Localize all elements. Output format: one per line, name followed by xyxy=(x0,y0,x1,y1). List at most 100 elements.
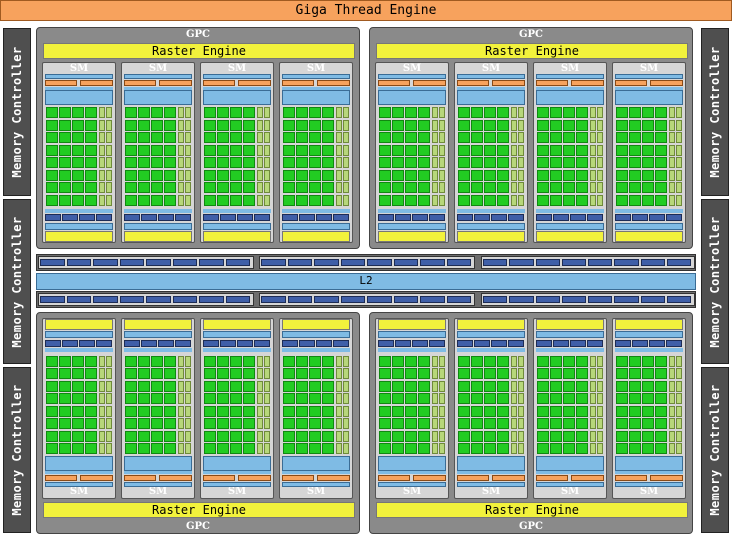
ld-st-unit xyxy=(185,368,191,379)
cuda-core xyxy=(379,430,391,442)
cuda-core xyxy=(497,107,509,118)
cuda-core xyxy=(458,194,470,206)
texture-unit xyxy=(254,340,270,347)
interconnect xyxy=(124,209,192,213)
cuda-core xyxy=(458,144,470,156)
cuda-core xyxy=(309,182,321,193)
sm-label: SM xyxy=(69,63,89,74)
cuda-core xyxy=(563,405,575,417)
ld-st-unit xyxy=(257,169,263,181)
texture-unit xyxy=(237,340,253,347)
cuda-core xyxy=(138,355,150,367)
cuda-core xyxy=(322,380,334,392)
ld-st-unit xyxy=(106,119,112,131)
cuda-core xyxy=(392,107,404,118)
texture-unit xyxy=(79,214,95,221)
cuda-core xyxy=(46,194,58,206)
sm-block: SM xyxy=(121,318,195,499)
cuda-core xyxy=(204,405,216,417)
cuda-core xyxy=(283,355,295,367)
ld-st-unit xyxy=(185,194,191,206)
cuda-core xyxy=(616,119,628,131)
texture-unit xyxy=(395,214,411,221)
ld-st-unit xyxy=(178,182,184,193)
cuda-core xyxy=(230,355,242,367)
cuda-core xyxy=(204,393,216,404)
memory-bus-chip xyxy=(66,259,91,266)
cuda-core xyxy=(85,405,97,417)
cuda-core xyxy=(72,107,84,118)
cuda-core xyxy=(392,418,404,429)
cuda-core xyxy=(217,182,229,193)
cuda-core xyxy=(46,368,58,379)
cuda-core xyxy=(550,418,562,429)
memory-controller-label: Memory Controller xyxy=(10,215,24,348)
cuda-core xyxy=(471,157,483,168)
texture-unit xyxy=(632,214,648,221)
cuda-core xyxy=(642,119,654,131)
cuda-core xyxy=(497,182,509,193)
cuda-core xyxy=(125,368,137,379)
cuda-core xyxy=(655,194,667,206)
ld-st-unit xyxy=(669,119,675,131)
cuda-core xyxy=(418,430,430,442)
cuda-core xyxy=(243,405,255,417)
cuda-core xyxy=(72,169,84,181)
cuda-core xyxy=(59,355,71,367)
cuda-core xyxy=(576,144,588,156)
cuda-core xyxy=(322,405,334,417)
cuda-core xyxy=(405,132,417,143)
cuda-core xyxy=(125,443,137,454)
cuda-core xyxy=(616,169,628,181)
ld-st-unit xyxy=(185,107,191,118)
memory-bus-chip xyxy=(640,259,665,266)
ld-st-unit xyxy=(336,157,342,168)
ld-st-unit xyxy=(178,355,184,367)
cuda-core xyxy=(243,119,255,131)
cuda-core xyxy=(497,169,509,181)
interconnect xyxy=(203,348,271,352)
ld-st-unit xyxy=(511,144,517,156)
cuda-core xyxy=(151,132,163,143)
cuda-core xyxy=(642,132,654,143)
memory-bus-chip xyxy=(119,296,144,303)
cuda-core xyxy=(217,430,229,442)
cuda-core xyxy=(629,380,641,392)
cuda-core xyxy=(243,418,255,429)
dispatch-unit xyxy=(378,471,446,474)
texture-unit xyxy=(649,340,665,347)
cuda-core xyxy=(484,144,496,156)
cuda-core xyxy=(563,119,575,131)
cuda-core xyxy=(418,107,430,118)
interconnect xyxy=(45,348,113,352)
cuda-core xyxy=(497,405,509,417)
cuda-core xyxy=(230,132,242,143)
cuda-core xyxy=(563,144,575,156)
texture-unit xyxy=(175,214,191,221)
texture-unit xyxy=(666,214,682,221)
cuda-core xyxy=(46,169,58,181)
cuda-core xyxy=(243,107,255,118)
cuda-core xyxy=(138,144,150,156)
ld-st-unit xyxy=(264,380,270,392)
cuda-core xyxy=(379,368,391,379)
texture-unit xyxy=(615,340,631,347)
texture-unit xyxy=(282,214,298,221)
register-file xyxy=(282,456,350,471)
cuda-core xyxy=(484,194,496,206)
cuda-core xyxy=(484,443,496,454)
ld-st-unit xyxy=(590,368,596,379)
sm-instruction-cache xyxy=(124,74,192,79)
shared-memory-l1 xyxy=(45,331,113,338)
interconnect xyxy=(124,348,192,352)
raster-engine: Raster Engine xyxy=(43,43,355,59)
ld-st-unit xyxy=(257,194,263,206)
cuda-core xyxy=(629,355,641,367)
ld-st-unit xyxy=(597,194,603,206)
cuda-core xyxy=(537,430,549,442)
cuda-core xyxy=(550,443,562,454)
cuda-core xyxy=(217,443,229,454)
cuda-core xyxy=(379,418,391,429)
memory-bus-chip xyxy=(420,259,445,266)
polymorph-engine xyxy=(536,231,604,242)
